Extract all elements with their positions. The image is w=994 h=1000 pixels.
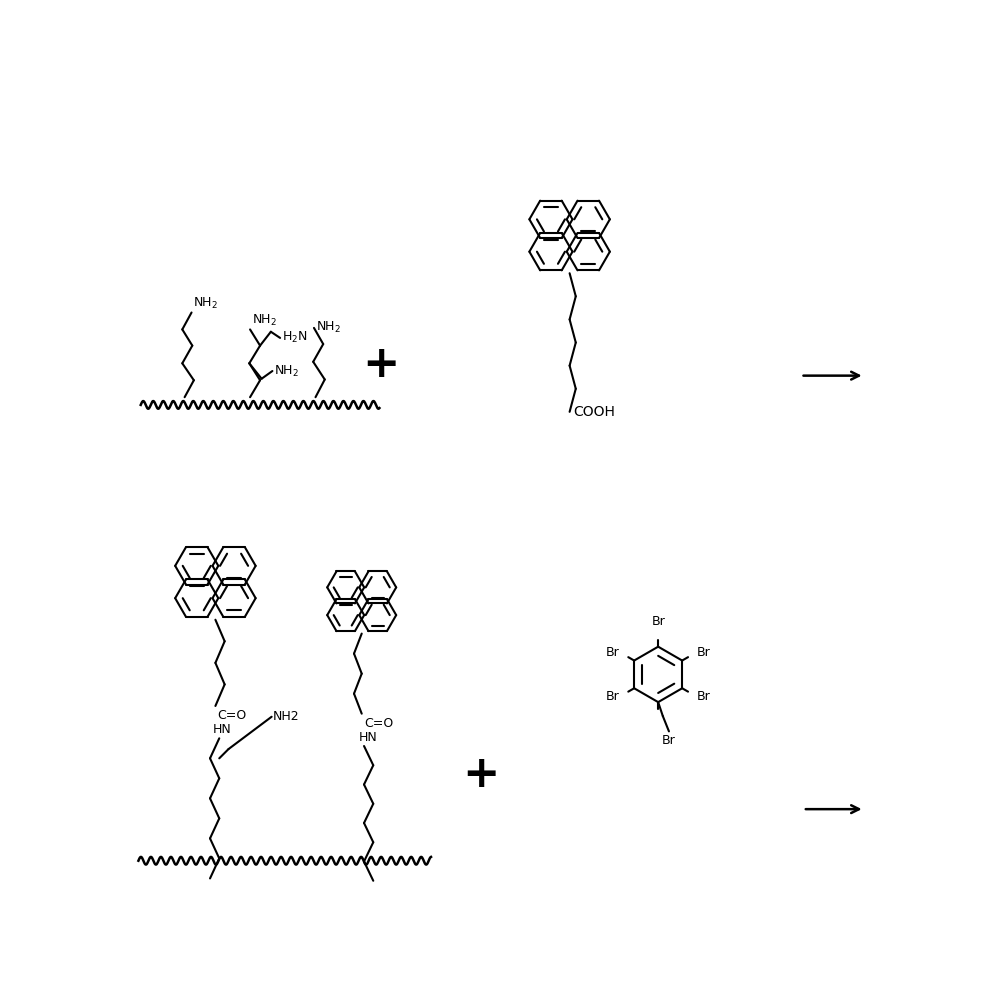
Text: NH$_2$: NH$_2$: [193, 296, 218, 311]
Text: Br: Br: [605, 690, 619, 703]
Text: Br: Br: [661, 734, 675, 747]
Text: +: +: [362, 343, 400, 386]
Text: Br: Br: [651, 615, 664, 628]
Text: H$_2$N: H$_2$N: [281, 330, 307, 345]
Text: NH$_2$: NH$_2$: [315, 320, 340, 335]
Text: C=O: C=O: [218, 709, 247, 722]
Text: NH$_2$: NH$_2$: [273, 363, 298, 379]
Text: NH2: NH2: [273, 710, 299, 723]
Text: HN: HN: [212, 723, 231, 736]
Text: COOH: COOH: [573, 405, 614, 419]
Text: NH$_2$: NH$_2$: [251, 313, 276, 328]
Text: HN: HN: [358, 731, 377, 744]
Text: Br: Br: [605, 646, 619, 659]
Text: C=O: C=O: [364, 717, 393, 730]
Text: Br: Br: [696, 646, 710, 659]
Text: Br: Br: [696, 690, 710, 703]
Text: +: +: [462, 753, 499, 796]
